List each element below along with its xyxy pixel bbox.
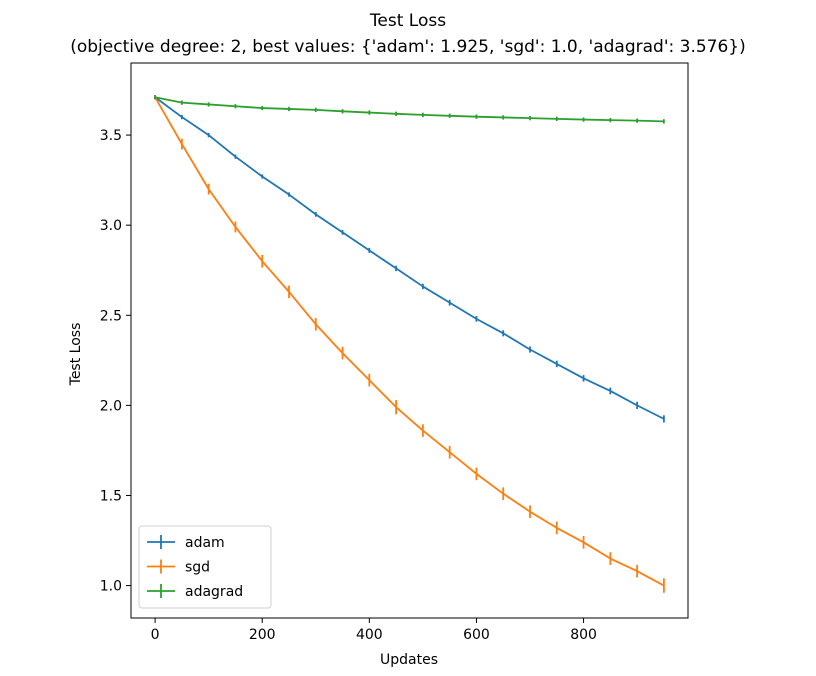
x-tick-label: 400 (356, 627, 383, 643)
chart-subtitle: (objective degree: 2, best values: {'ada… (70, 37, 746, 57)
y-axis-label: Test Loss (68, 323, 84, 387)
x-axis-label: Updates (380, 652, 438, 668)
x-tick-label: 0 (151, 627, 160, 643)
series-line-adam (154, 96, 665, 420)
legend: adam sgd adagrad (138, 525, 272, 609)
legend-frame (138, 525, 272, 609)
x-tick-label: 600 (463, 627, 490, 643)
series-line-adagrad (154, 96, 664, 123)
plot-area: 0 200 400 600 800 1.0 1.5 2.0 2.5 3.0 3.5 (100, 62, 689, 643)
chart-title: Test Loss (369, 11, 446, 31)
series-line-sgd (154, 96, 665, 587)
legend-label-adam: adam (185, 535, 225, 551)
y-tick-label: 1.0 (100, 579, 122, 595)
x-tick-label: 800 (570, 627, 597, 643)
legend-label-sgd: sgd (185, 560, 210, 576)
x-tick-label: 200 (249, 627, 276, 643)
y-tick-label: 3.0 (100, 218, 122, 234)
y-tick-label: 1.5 (100, 488, 122, 504)
legend-label-adagrad: adagrad (185, 584, 243, 600)
y-tick-label: 2.5 (100, 308, 122, 324)
y-tick-label: 3.5 (100, 128, 122, 144)
y-tick-label: 2.0 (100, 398, 122, 414)
axes-frame (130, 62, 689, 619)
